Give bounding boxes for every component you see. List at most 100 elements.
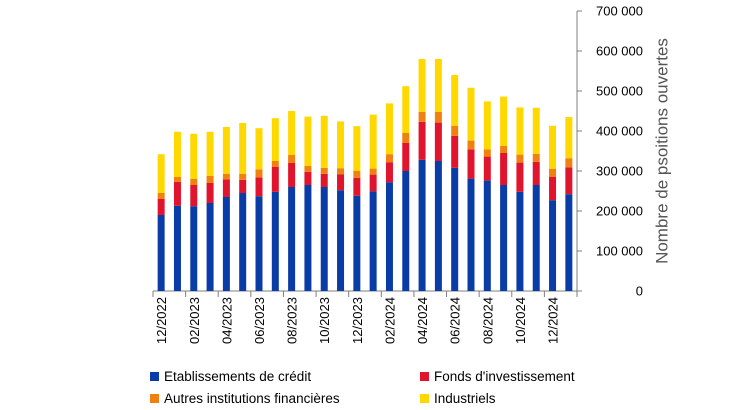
bar-segment — [157, 154, 165, 193]
bar-segment — [483, 156, 491, 181]
legend-label: Fonds d'investissement — [434, 368, 575, 384]
bar-segment — [157, 199, 165, 215]
x-tick-label: 10/2023 — [317, 297, 332, 344]
bar-segment — [451, 125, 459, 136]
x-tick-label: 06/2023 — [252, 297, 267, 344]
x-tick-label: 04/2024 — [415, 297, 430, 344]
bar-segment — [190, 133, 198, 179]
bar-segment — [222, 173, 230, 180]
bar-segment — [402, 171, 410, 291]
bar-segment — [304, 171, 312, 185]
bar-segment — [467, 87, 475, 141]
x-axis — [152, 290, 578, 297]
y-axis-label: Nombre de psoitions ouvertes — [652, 38, 671, 264]
bar-segment — [255, 177, 263, 197]
bar-segment — [451, 167, 459, 291]
bar-segment — [173, 181, 181, 206]
bar-segment — [239, 173, 247, 180]
bar-segment — [402, 86, 410, 133]
bar-segment — [451, 75, 459, 126]
legend: Etablissements de crédit Fonds d'investi… — [150, 368, 620, 408]
bar-segment — [549, 169, 557, 177]
bar-segment — [385, 103, 393, 155]
x-tick-labels: 12/2022 02/2023 04/2023 06/2023 08/2023 10/20… — [154, 297, 560, 344]
bar-segment — [304, 165, 312, 172]
bar-segment — [532, 161, 540, 185]
x-tick-label: 12/2024 — [546, 297, 561, 344]
bar-segment — [565, 158, 573, 168]
y-tick-labels: 0 100 000 200 000 300 000 400 000 500 000 600 … — [596, 4, 643, 299]
bar-segment — [385, 154, 393, 163]
x-tick-label: 08/2023 — [285, 297, 300, 344]
y-tick-label: 600 000 — [596, 44, 643, 59]
bar-segment — [239, 193, 247, 291]
bar-segment — [255, 128, 263, 170]
bar-segment — [402, 133, 410, 143]
bar-segment — [271, 118, 279, 161]
bar-segment — [222, 197, 230, 291]
y-axis — [576, 10, 582, 292]
x-tick-label: 02/2024 — [382, 297, 397, 344]
bar-segment — [239, 123, 247, 174]
bar-segment — [271, 191, 279, 291]
bar-segment — [320, 187, 328, 291]
bar-segment — [288, 111, 296, 155]
bar-segment — [271, 161, 279, 167]
bar-segment — [532, 153, 540, 162]
bar-segment — [516, 162, 524, 192]
y-tick-label: 400 000 — [596, 124, 643, 139]
bar-segment — [320, 115, 328, 168]
x-tick-label: 06/2024 — [448, 297, 463, 344]
bar-segment — [190, 185, 198, 207]
y-tick-label: 100 000 — [596, 244, 643, 259]
y-tick-label: 200 000 — [596, 204, 643, 219]
bar-segment — [418, 59, 426, 112]
bar-segment — [565, 167, 573, 195]
bar-segment — [255, 169, 263, 178]
legend-swatch — [150, 371, 159, 381]
bar-segment — [434, 111, 442, 123]
legend-item-etablissements: Etablissements de crédit — [150, 368, 420, 384]
bar-segment — [288, 187, 296, 291]
bar-segment — [385, 182, 393, 291]
bar-segment — [500, 145, 508, 153]
bar-segment — [190, 206, 198, 291]
legend-item-autres: Autres institutions financières — [150, 390, 420, 406]
legend-swatch — [420, 371, 429, 381]
bar-segment — [434, 122, 442, 161]
bar-segment — [288, 163, 296, 187]
bar-segment — [337, 174, 345, 191]
bar-segment — [353, 195, 361, 291]
bar-segment — [532, 185, 540, 291]
y-tick-label: 700 000 — [596, 4, 643, 19]
bar-segment — [304, 116, 312, 166]
bar-segment — [434, 161, 442, 291]
bar-segment — [532, 107, 540, 154]
bar-segment — [369, 114, 377, 169]
bar-segment — [500, 153, 508, 185]
legend-label: Autres institutions financières — [164, 390, 340, 406]
y-tick-label: 0 — [636, 284, 643, 299]
bar-segment — [320, 173, 328, 187]
bar-segment — [500, 185, 508, 291]
bar-segment — [500, 96, 508, 146]
bar-segment — [222, 179, 230, 197]
bar-segment — [434, 59, 442, 112]
bar-segment — [369, 174, 377, 192]
bar-segment — [337, 190, 345, 291]
bar-segment — [222, 127, 230, 174]
bar-segment — [173, 177, 181, 182]
bar-segment — [157, 193, 165, 199]
bar-segment — [516, 154, 524, 163]
legend-swatch — [150, 393, 159, 403]
bar-segment — [549, 125, 557, 169]
bar-segment — [157, 215, 165, 291]
x-tick-label: 12/2023 — [350, 297, 365, 344]
legend-label: Industriels — [434, 390, 496, 406]
x-tick-label: 08/2024 — [480, 297, 495, 344]
bar-segment — [353, 171, 361, 178]
bar-segment — [288, 155, 296, 163]
bar-segment — [467, 149, 475, 179]
bar-segment — [516, 191, 524, 291]
